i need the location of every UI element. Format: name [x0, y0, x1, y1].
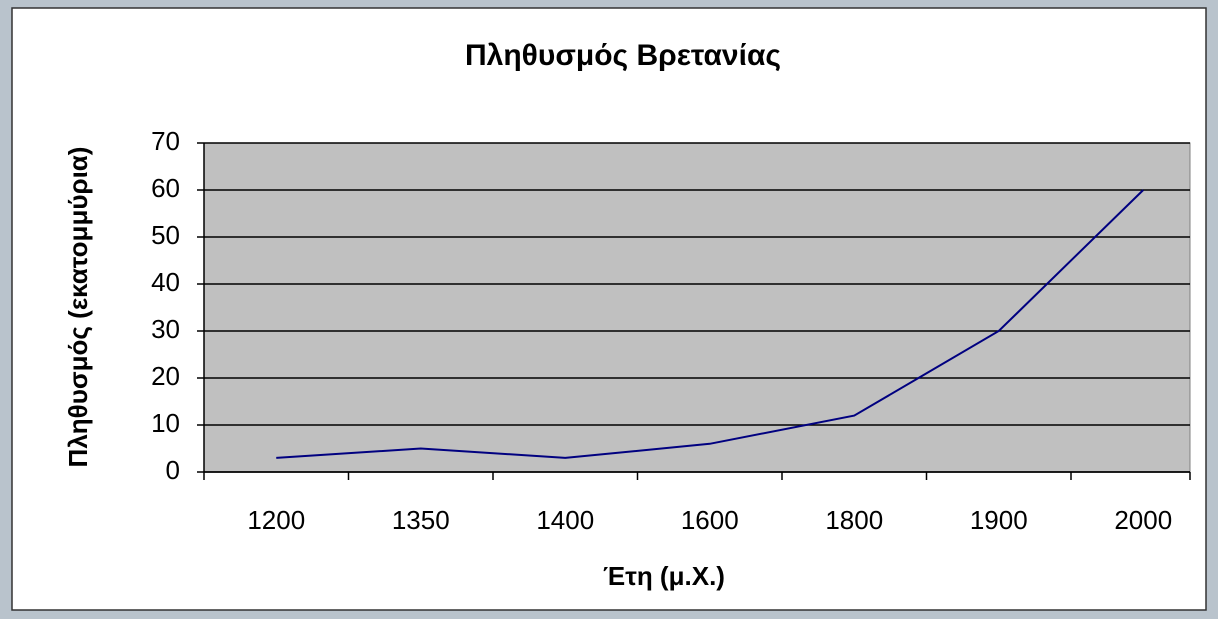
x-tick-label: 1800: [825, 505, 883, 535]
y-tick-label: 70: [151, 126, 180, 156]
data-line: [276, 189, 1144, 459]
y-tick-label: 0: [166, 455, 180, 485]
x-tick-label: 1400: [536, 505, 594, 535]
x-tick-label: 1350: [392, 505, 450, 535]
y-tick-label: 50: [151, 220, 180, 250]
x-tick-label: 1900: [970, 505, 1028, 535]
y-tick-label: 20: [151, 361, 180, 391]
y-tick-label: 60: [151, 173, 180, 203]
y-axis-title: Πληθυσμός (εκατομμύρια): [63, 147, 93, 468]
x-tick-label: 2000: [1114, 505, 1172, 535]
y-tick-label: 30: [151, 314, 180, 344]
x-axis-title: Έτη (μ.Χ.): [603, 561, 725, 591]
chart-title: Πληθυσμός Βρετανίας: [465, 39, 781, 72]
x-tick-label: 1200: [247, 505, 305, 535]
x-tick-label: 1600: [681, 505, 739, 535]
plot-area: [203, 142, 1191, 473]
y-tick-label: 40: [151, 267, 180, 297]
y-tick-label: 10: [151, 408, 180, 438]
